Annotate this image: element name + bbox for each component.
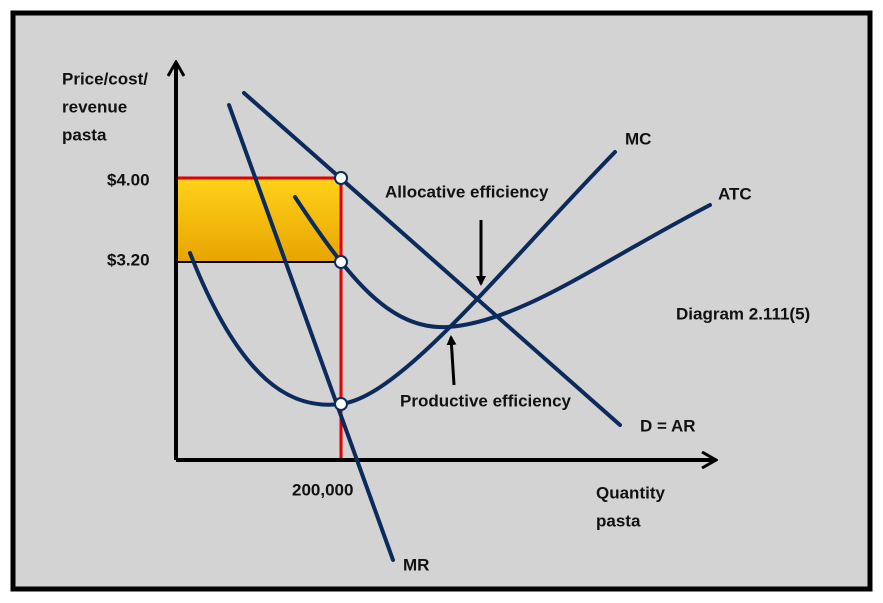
y-axis-label: pasta xyxy=(62,125,107,144)
point xyxy=(334,255,348,269)
mr-curve xyxy=(227,103,395,562)
price-label: $4.00 xyxy=(107,170,150,189)
y-axis-label: Price/cost/ xyxy=(62,69,148,88)
arrow xyxy=(446,335,457,386)
curve-label: ATC xyxy=(718,184,752,203)
point xyxy=(334,397,348,411)
diagram-id: Diagram 2.111(5) xyxy=(676,304,810,323)
x-axis-label: pasta xyxy=(596,511,641,530)
curve-label: MR xyxy=(403,555,429,574)
mc-curve xyxy=(188,150,617,407)
curve-label: D = AR xyxy=(640,416,696,435)
demand-curve xyxy=(242,91,622,427)
y-axis-label: revenue xyxy=(62,97,127,116)
annotation: Productive efficiency xyxy=(400,391,572,410)
curve-label: MC xyxy=(625,129,651,148)
point xyxy=(334,171,348,185)
frame xyxy=(10,10,873,592)
annotation: Allocative efficiency xyxy=(385,182,549,201)
x-axis-label: Quantity xyxy=(596,483,665,502)
atc-curve xyxy=(293,195,712,330)
price-label: $3.20 xyxy=(107,250,150,269)
quantity-label: 200,000 xyxy=(292,480,353,499)
